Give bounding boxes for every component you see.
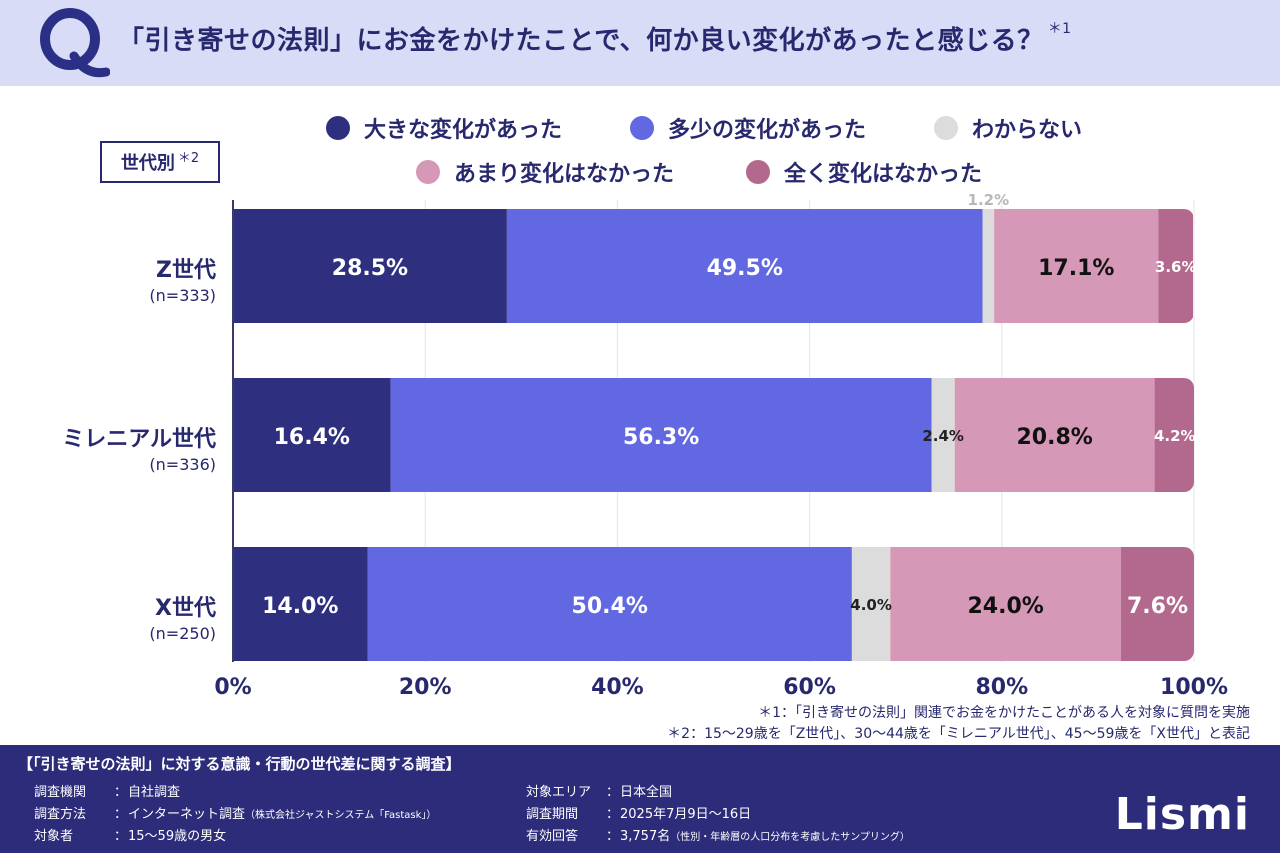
bar-row [233, 378, 1194, 492]
footer-value-note: （株式会社ジャストシステム「Fastask」） [245, 810, 437, 821]
data-label: 4.0% [850, 596, 892, 614]
bar-segment [233, 209, 507, 323]
footer-value-note: （性別・年齢層の人口分布を考慮したサンプリング） [670, 832, 910, 843]
x-tick-label: 20% [399, 675, 452, 700]
data-label: 20.8% [1016, 425, 1092, 450]
category-n: (n=250) [149, 624, 216, 643]
footer-value: 3,757名 [620, 829, 671, 844]
category-name: ミレニアル世代 [62, 427, 216, 452]
category-name: Z世代 [156, 258, 216, 283]
legend-item-unknown: わからない [934, 112, 1082, 144]
data-label: 3.6% [1155, 258, 1197, 276]
bar-segment [1154, 378, 1194, 492]
legend-item-no-change: 全く変化はなかった [746, 156, 982, 188]
q-icon [40, 8, 110, 78]
footnote-2: ＊2：15〜29歳を「Z世代」、30〜44歳を「ミレニアル世代」、45〜59歳を… [667, 726, 1250, 742]
data-label: 2.4% [922, 427, 964, 445]
legend-swatch [934, 116, 958, 140]
footer-key: 調査期間 [526, 807, 579, 822]
category-label-millennial: ミレニアル世代 (n=336) [62, 421, 216, 474]
header-bar: 「引き寄せの法則」にお金をかけたことで、何か良い変化があったと感じる？ ＊1 [0, 0, 1280, 86]
bar-segment [1158, 209, 1194, 323]
footer-key: 対象エリア [526, 785, 592, 800]
legend-label: 多少の変化があった [668, 118, 867, 143]
group-label: 世代別 [120, 153, 175, 174]
page-title: 「引き寄せの法則」にお金をかけたことで、何か良い変化があったと感じる？ ＊1 [118, 21, 1072, 56]
data-label: 56.3% [623, 425, 699, 450]
footer-value: 日本全国 [620, 785, 673, 800]
bar-segment [233, 378, 391, 492]
bar-segment [367, 547, 852, 661]
x-tick-label: 100% [1160, 675, 1228, 700]
stacked-bar-chart: 0% 20% 40% 60% 80% 100% 28.5% 49.5% 1.2% 17.1% 3.6… [214, 191, 1228, 700]
bar-segment [851, 547, 891, 661]
footer-row-agency: 調査機関 ：自社調査 [34, 781, 180, 800]
data-label: 24.0% [967, 594, 1043, 619]
legend-item-some-change: 多少の変化があった [630, 112, 866, 144]
footer-value: 自社調査 [128, 785, 181, 800]
bar-segment [931, 378, 955, 492]
footer-value: 2025年7月9日〜16日 [620, 807, 752, 822]
footer-value: インターネット調査 [128, 807, 246, 822]
data-label: 1.2% [968, 191, 1010, 209]
lismi-logo: Lismi [1114, 789, 1250, 840]
category-name: X世代 [155, 596, 216, 621]
category-n: (n=336) [149, 455, 216, 474]
bar-segment [233, 547, 368, 661]
bar-segment [954, 378, 1155, 492]
bar-segment [506, 209, 983, 323]
data-label: 50.4% [572, 594, 648, 619]
footer-row-period: 調査期間 ：2025年7月9日〜16日 [526, 803, 751, 822]
title-note: ＊1 [1047, 21, 1072, 37]
data-label: 17.1% [1038, 256, 1114, 281]
footer-title: 【「引き寄せの法則」に対する意識・行動の世代差に関する調査】 [18, 755, 461, 773]
footer-value: 15〜59歳の男女 [128, 829, 227, 844]
data-label: 49.5% [707, 256, 783, 281]
footer-row-responses: 有効回答 ：3,757名（性別・年齢層の人口分布を考慮したサンプリング） [526, 825, 910, 844]
group-label-box: 世代別 ＊2 [100, 141, 220, 183]
bar-segment [890, 547, 1121, 661]
survey-info-footer: 【「引き寄せの法則」に対する意識・行動の世代差に関する調査】 調査機関 ：自社調査… [0, 745, 1280, 853]
data-label: 4.2% [1154, 427, 1196, 445]
data-label: 14.0% [262, 594, 338, 619]
legend-label: 全く変化はなかった [784, 162, 983, 187]
bar-segment [994, 209, 1159, 323]
group-label-note: ＊2 [177, 150, 200, 166]
legend-swatch [416, 160, 440, 184]
footnote-1: ＊1：「引き寄せの法則」関連でお金をかけたことがある人を対象に質問を実施 [758, 705, 1250, 721]
category-label-z: Z世代 (n=333) [149, 252, 216, 305]
legend-label: 大きな変化があった [364, 118, 563, 143]
x-tick-label: 60% [783, 675, 836, 700]
footer-key: 対象者 [34, 829, 74, 844]
legend-label: あまり変化はなかった [454, 162, 675, 187]
footer-row-target: 対象者 ：15〜59歳の男女 [34, 825, 226, 844]
bar-row [233, 547, 1194, 661]
data-label: 7.6% [1127, 594, 1188, 619]
category-label-x: X世代 (n=250) [149, 590, 216, 643]
footer-key: 調査機関 [34, 785, 87, 800]
legend-swatch [746, 160, 770, 184]
legend-swatch [630, 116, 654, 140]
footer-row-area: 対象エリア ：日本全国 [526, 781, 672, 800]
data-label: 16.4% [274, 425, 350, 450]
data-label: 28.5% [332, 256, 408, 281]
legend-label: わからない [972, 118, 1083, 143]
bar-segment [1120, 547, 1194, 661]
bar-row [233, 209, 1194, 323]
footer-key: 有効回答 [526, 829, 579, 844]
footer-row-method: 調査方法 ：インターネット調査（株式会社ジャストシステム「Fastask」） [34, 803, 436, 822]
x-tick-label: 80% [975, 675, 1028, 700]
bar-segment [982, 209, 995, 323]
x-tick-label: 0% [214, 675, 251, 700]
x-tick-label: 40% [591, 675, 644, 700]
legend-item-large-change: 大きな変化があった [326, 112, 562, 144]
bar-segment [390, 378, 932, 492]
legend-swatch [326, 116, 350, 140]
footer-key: 調査方法 [34, 807, 87, 822]
category-n: (n=333) [149, 286, 216, 305]
legend-item-little-change: あまり変化はなかった [416, 156, 674, 188]
